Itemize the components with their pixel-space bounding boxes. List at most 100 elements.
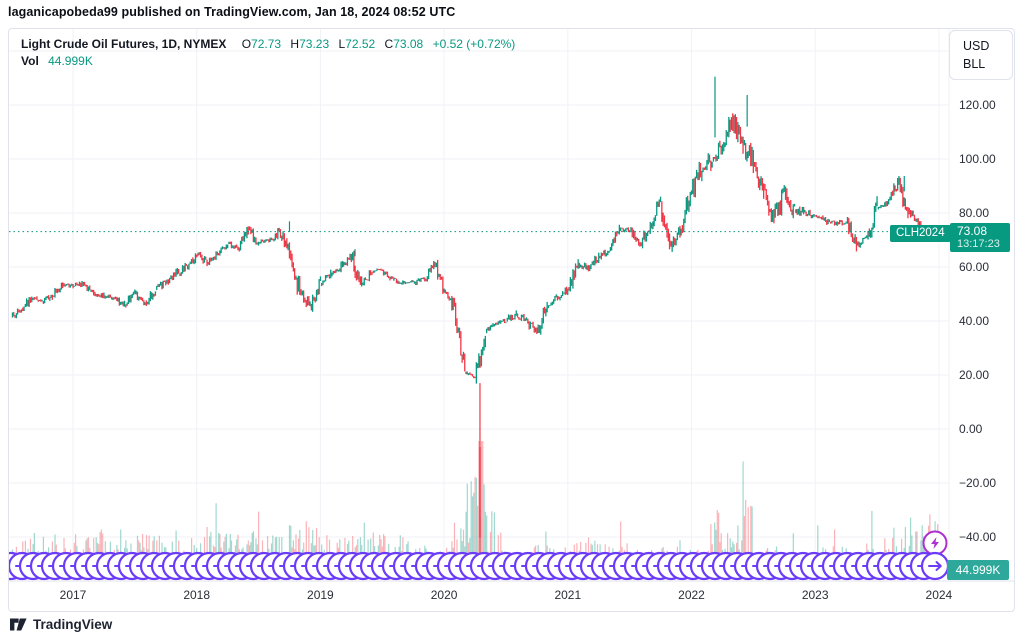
candle (558, 296, 560, 300)
candle (618, 224, 620, 235)
volume-bar (743, 516, 745, 579)
candle (554, 296, 556, 302)
candle (873, 206, 876, 228)
candle (469, 372, 471, 375)
candle (592, 260, 595, 266)
candle (304, 297, 306, 303)
candle (527, 318, 529, 324)
candle (422, 277, 425, 280)
candle (172, 272, 175, 280)
time-tick-label: 2024 (925, 588, 953, 602)
candle (623, 229, 626, 233)
candle (479, 356, 481, 368)
candle (680, 228, 682, 236)
last-price-badge[interactable]: 73.08 13:17:23 (950, 223, 1010, 252)
candle (703, 167, 705, 170)
unit-toggle-bll[interactable]: BLL (963, 56, 986, 71)
candle (330, 269, 332, 279)
candle (443, 288, 445, 293)
candle (296, 277, 298, 295)
candle (487, 327, 489, 331)
candle (265, 239, 267, 242)
candle (117, 297, 119, 302)
candle (545, 308, 547, 317)
time-tick-label: 2021 (554, 588, 582, 602)
candle (242, 236, 244, 241)
candle (435, 262, 437, 268)
candle (322, 280, 324, 286)
candle (719, 140, 721, 148)
candle (335, 269, 337, 273)
candle (40, 299, 42, 302)
candle (382, 269, 385, 276)
candle (888, 199, 890, 205)
candle (319, 276, 322, 281)
candle (480, 349, 483, 367)
price-tick-label: 40.00 (959, 314, 990, 328)
candle (761, 178, 763, 191)
candle (342, 261, 345, 267)
candle (800, 210, 802, 216)
candle (587, 265, 590, 272)
candle (464, 353, 466, 372)
currency-toggle-usd[interactable]: USD (963, 38, 990, 53)
candle (483, 338, 485, 351)
candle (764, 184, 766, 191)
candle (455, 302, 457, 326)
tradingview-attribution[interactable]: TradingView (10, 617, 112, 632)
candle (140, 297, 142, 301)
candle (733, 115, 735, 134)
candle (474, 376, 476, 379)
candle (332, 270, 334, 275)
candle (871, 227, 873, 238)
candle (102, 292, 104, 299)
candle (738, 124, 740, 135)
candle (299, 276, 301, 295)
candle (912, 210, 914, 216)
candle (484, 335, 486, 348)
volume-bar (466, 483, 468, 579)
candle (601, 253, 604, 256)
volume-bar (718, 512, 720, 579)
candle (398, 281, 400, 284)
price-chart-canvas[interactable] (9, 29, 1014, 611)
candle (781, 189, 783, 216)
candle (376, 268, 378, 271)
candle (301, 290, 303, 296)
candle (391, 276, 394, 279)
candle (144, 302, 146, 306)
candle (446, 291, 448, 295)
volume-bar (470, 481, 472, 579)
candle (218, 253, 220, 256)
candle (416, 279, 418, 285)
candle (197, 252, 199, 257)
candle (915, 218, 917, 222)
candle (252, 228, 254, 243)
candle (613, 237, 615, 244)
candle (371, 272, 373, 275)
candle (136, 291, 139, 301)
time-tick-label: 2017 (59, 588, 87, 602)
candle (221, 246, 224, 250)
candle (556, 295, 559, 301)
candle (385, 271, 387, 275)
candle (35, 297, 37, 299)
candle (531, 322, 533, 324)
candle (300, 289, 302, 296)
high-value: 73.23 (299, 37, 330, 51)
candle (574, 263, 577, 278)
candle (488, 326, 490, 332)
candle (640, 242, 642, 247)
candle (241, 236, 243, 245)
candle (560, 295, 562, 298)
candle (737, 122, 739, 143)
candle (885, 201, 887, 207)
symbol-title[interactable]: Light Crude Oil Futures, 1D, NYMEX (21, 37, 227, 51)
candle (82, 282, 84, 286)
candle (62, 282, 64, 289)
candle (880, 204, 882, 209)
candle (828, 219, 830, 223)
candle (766, 195, 769, 206)
candle (183, 265, 185, 272)
candle (403, 281, 405, 284)
